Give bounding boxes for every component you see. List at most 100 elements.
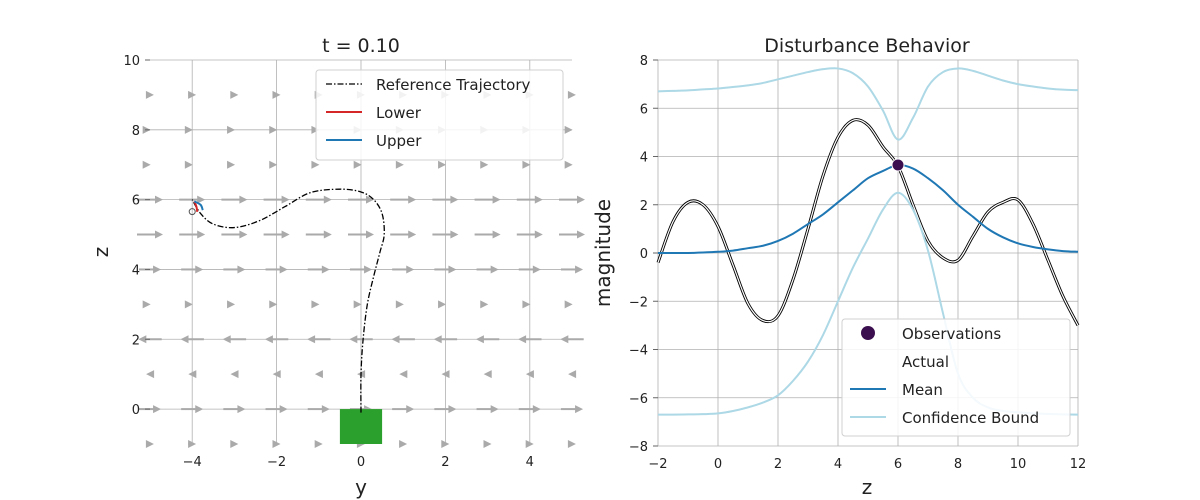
vector-arrow — [518, 335, 542, 344]
y-tick-label: 10 — [123, 54, 140, 69]
vector-arrow — [567, 440, 576, 448]
x-tick-label: 4 — [834, 457, 842, 472]
vector-arrow — [179, 195, 206, 204]
disturbance-plot: Disturbance Behavior −2 0 2 4 6 8 10 12 −8−6−4−… — [591, 35, 1086, 499]
vector-arrow — [518, 405, 541, 414]
vector-arrow — [392, 265, 415, 274]
vector-arrow — [441, 370, 450, 379]
trajectory-y-axis-label: z — [89, 247, 113, 258]
vector-arrow — [230, 440, 239, 448]
y-tick-label: 0 — [640, 247, 648, 262]
disturbance-legend-frame — [841, 318, 1071, 437]
vector-arrow — [180, 335, 204, 344]
vector-arrow — [434, 405, 457, 414]
vector-arrow — [223, 265, 246, 274]
vector-arrow — [265, 405, 288, 414]
vector-arrow — [305, 195, 332, 204]
disturbance-y-axis-label: magnitude — [591, 199, 615, 307]
vector-arrow — [399, 440, 408, 448]
vector-arrow — [438, 160, 447, 169]
series-confidence-bound — [657, 67, 1079, 141]
vector-arrow — [399, 370, 408, 379]
vector-arrow — [305, 230, 332, 239]
vector-arrow — [263, 230, 290, 239]
x-tick-label: 12 — [1070, 457, 1087, 472]
y-tick-label: 8 — [132, 124, 140, 139]
disturbance-plot-grid — [657, 59, 1079, 447]
vector-arrow — [221, 195, 248, 204]
vector-arrow — [474, 230, 501, 239]
y-tick-label: 4 — [640, 151, 648, 166]
vector-arrow — [522, 300, 531, 309]
series-upper — [193, 200, 204, 211]
vector-arrow — [567, 90, 576, 99]
trajectory-lines — [188, 188, 385, 413]
vector-arrow — [222, 335, 247, 344]
vector-arrow — [516, 195, 543, 204]
vector-arrow — [188, 370, 197, 379]
disturbance-x-ticks: −2 0 2 4 6 8 10 12 — [648, 457, 1086, 472]
y-tick-label: −6 — [629, 392, 648, 407]
trajectory-y-ticks: 0 2 4 6 8 10 — [123, 54, 150, 418]
x-tick-label: 8 — [954, 457, 962, 472]
vector-arrow — [181, 265, 204, 274]
legend-swatch-observations — [861, 326, 875, 340]
vector-arrow — [348, 195, 374, 204]
vector-arrow — [188, 90, 197, 99]
vector-arrow — [475, 335, 500, 344]
legend-label-lower: Lower — [376, 104, 422, 122]
vector-arrow — [353, 300, 362, 309]
legend-label-upper: Upper — [376, 132, 422, 150]
vector-arrow — [395, 300, 404, 309]
vector-arrow — [311, 160, 320, 169]
vector-arrow — [311, 300, 320, 309]
trajectory-x-ticks: −4 −2 0 2 4 — [183, 455, 534, 470]
vector-arrow — [476, 265, 499, 274]
vector-arrow — [525, 440, 534, 448]
vector-arrow — [263, 195, 290, 204]
y-tick-label: −8 — [629, 440, 648, 455]
series-actual — [657, 118, 1079, 326]
x-tick-label: 2 — [774, 457, 782, 472]
disturbance-plot-title: Disturbance Behavior — [764, 35, 970, 57]
vector-arrow — [146, 370, 155, 379]
vector-arrow — [230, 90, 239, 99]
x-tick-label: 0 — [357, 455, 365, 470]
x-tick-label: −2 — [648, 457, 667, 472]
vector-arrow — [438, 300, 447, 309]
vector-arrow — [483, 370, 492, 379]
legend-label-reference: Reference Trajectory — [376, 76, 530, 94]
vector-arrow — [227, 125, 236, 134]
vector-arrow — [349, 335, 373, 344]
vector-arrow — [353, 160, 362, 169]
vector-arrow — [348, 230, 374, 239]
series-reference-trajectory — [191, 188, 385, 413]
vector-arrow — [184, 300, 193, 309]
y-tick-label: 0 — [132, 403, 140, 418]
vector-arrow — [522, 160, 531, 169]
x-tick-label: −2 — [267, 455, 286, 470]
vector-arrow — [311, 125, 320, 134]
vector-arrow — [483, 440, 492, 448]
vector-field — [137, 90, 585, 448]
vector-arrow — [395, 160, 404, 169]
vector-arrow — [564, 300, 573, 309]
y-tick-label: 2 — [640, 199, 648, 214]
vector-arrow — [476, 405, 499, 414]
vector-arrow — [307, 265, 330, 274]
x-tick-label: 4 — [526, 455, 534, 470]
vector-arrow — [480, 160, 489, 169]
vector-arrow — [560, 405, 584, 414]
vector-arrow — [272, 370, 281, 379]
x-tick-label: 2 — [441, 455, 449, 470]
vector-arrow — [390, 195, 417, 204]
trajectory-legend: Reference Trajectory Lower Upper — [315, 69, 564, 161]
y-tick-label: 2 — [132, 333, 140, 348]
vector-arrow — [559, 230, 585, 239]
series-actual-edge — [656, 118, 1080, 327]
x-tick-label: 0 — [714, 457, 722, 472]
vector-arrow — [230, 370, 239, 379]
y-tick-label: −4 — [629, 344, 648, 359]
vector-arrow — [272, 440, 281, 448]
vector-arrow — [432, 195, 459, 204]
